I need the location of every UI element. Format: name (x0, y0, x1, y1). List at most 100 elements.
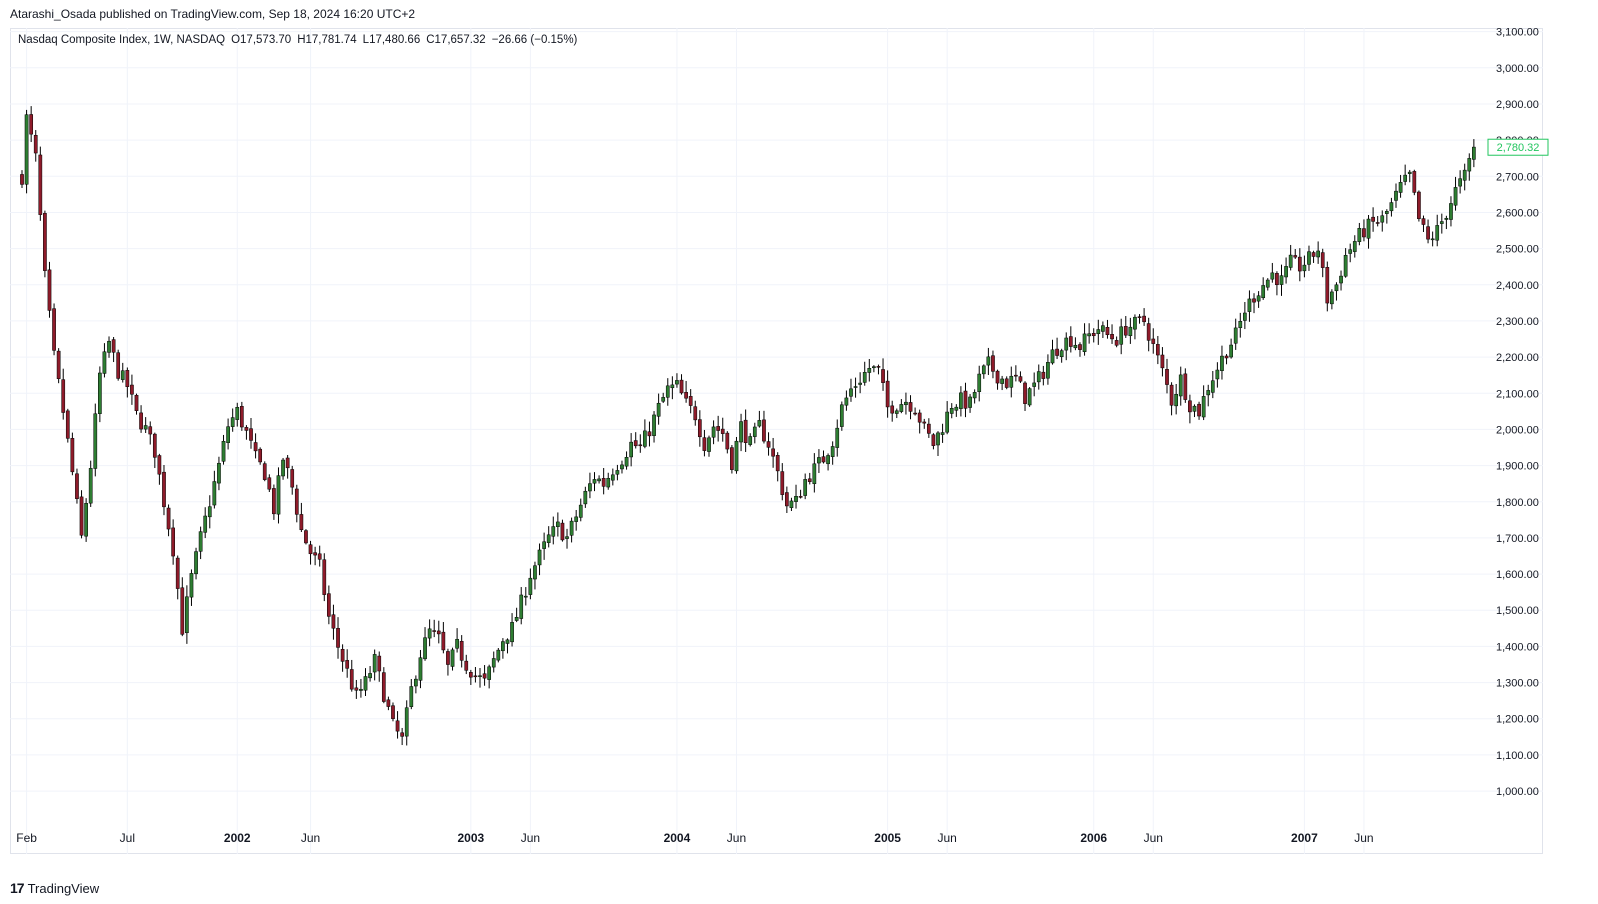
candle-body (734, 440, 739, 472)
x-tick-label: 2002 (224, 831, 251, 845)
candle-body (1032, 382, 1037, 387)
candle-body (180, 587, 185, 635)
candle-body (844, 397, 849, 406)
x-tick-label: Jun (937, 831, 956, 845)
candle-body (945, 411, 950, 433)
candle-body (1311, 252, 1316, 257)
candle-body (716, 426, 721, 431)
candle-body (281, 459, 285, 477)
candle-body (1041, 371, 1046, 379)
candle-body (1256, 295, 1261, 302)
candle-body (1293, 255, 1298, 258)
y-tick-label: 1,300.00 (1496, 678, 1539, 690)
candle-body (633, 440, 638, 447)
candle-body (1435, 225, 1440, 241)
candle-body (496, 649, 501, 661)
candle-body (1224, 355, 1229, 359)
chart-frame[interactable] (10, 28, 1543, 854)
candle-body (1073, 344, 1078, 349)
candle-body (79, 496, 84, 536)
candle-body (949, 408, 954, 414)
candle-body (1348, 249, 1353, 254)
candle-body (175, 557, 180, 589)
y-tick-label: 1,100.00 (1496, 750, 1539, 762)
candle-body (963, 390, 968, 409)
candle-body (1046, 362, 1050, 379)
candle-body (615, 470, 620, 475)
y-tick-label: 1,200.00 (1496, 714, 1539, 726)
candle-body (244, 427, 249, 431)
candle-body (464, 660, 469, 671)
candle-body (423, 637, 427, 660)
candle-body (1197, 403, 1201, 417)
candle-body (1270, 272, 1275, 280)
candle-body (427, 628, 432, 639)
y-tick-label: 1,500.00 (1496, 605, 1539, 617)
candle-body (569, 520, 574, 536)
last-price-label: 2,780.32 (1497, 142, 1540, 154)
candle-body (697, 419, 702, 438)
candle-body (647, 431, 652, 437)
candle-body (1302, 264, 1307, 272)
candle-body (849, 388, 853, 397)
candle-body (514, 617, 519, 621)
candle-body (130, 384, 134, 395)
candle-body (294, 488, 299, 515)
candle-body (111, 339, 116, 353)
candle-body (821, 456, 826, 463)
candle-body (1183, 373, 1188, 400)
candle-body (29, 114, 34, 135)
candle-body (954, 406, 959, 411)
candle-body (327, 593, 331, 617)
candle-body (730, 447, 734, 470)
candle-body (478, 675, 482, 677)
candle-body (162, 471, 166, 508)
candle-body (794, 496, 798, 502)
candle-body (1467, 158, 1472, 172)
candle-body (881, 369, 885, 383)
candle-body (38, 154, 43, 215)
candle-body (780, 471, 785, 495)
candle-body (1261, 285, 1266, 299)
candle-body (1307, 251, 1311, 265)
candle-body (588, 483, 592, 492)
candle-body (1449, 203, 1453, 220)
candle-body (432, 630, 437, 632)
candle-body (75, 473, 79, 499)
candle-body (1064, 337, 1069, 351)
candle-body (629, 441, 633, 458)
candle-body (775, 455, 780, 472)
y-tick-label: 2,100.00 (1496, 388, 1539, 400)
x-tick-label: Feb (16, 831, 37, 845)
candle-body (400, 732, 404, 737)
tradingview-brand[interactable]: 17 TradingView (10, 880, 99, 896)
candle-body (1096, 329, 1101, 335)
candle-body (98, 372, 102, 414)
candle-body (468, 672, 473, 678)
candle-body (1055, 348, 1059, 356)
candle-body (853, 386, 858, 388)
candle-body (1188, 400, 1192, 413)
candle-body (817, 457, 821, 464)
candle-body (171, 527, 175, 557)
candle-body (285, 457, 290, 469)
candle-body (1284, 266, 1288, 278)
candle-body (991, 355, 995, 372)
candle-body (578, 504, 583, 518)
candle-body (331, 614, 336, 629)
candle-body (1206, 390, 1211, 396)
candle-body (675, 380, 679, 385)
candle-body (1137, 316, 1142, 318)
candle-body (1375, 222, 1380, 224)
x-tick-label: Jul (120, 831, 135, 845)
legend-high: H17,781.74 (297, 34, 357, 46)
candle-body (1247, 298, 1252, 312)
candle-body (890, 405, 895, 414)
candle-body (70, 438, 75, 473)
candle-body (556, 521, 560, 527)
candle-body (510, 622, 514, 643)
candle-body (24, 114, 29, 185)
candle-body (523, 595, 528, 598)
candle-body (1014, 374, 1018, 377)
